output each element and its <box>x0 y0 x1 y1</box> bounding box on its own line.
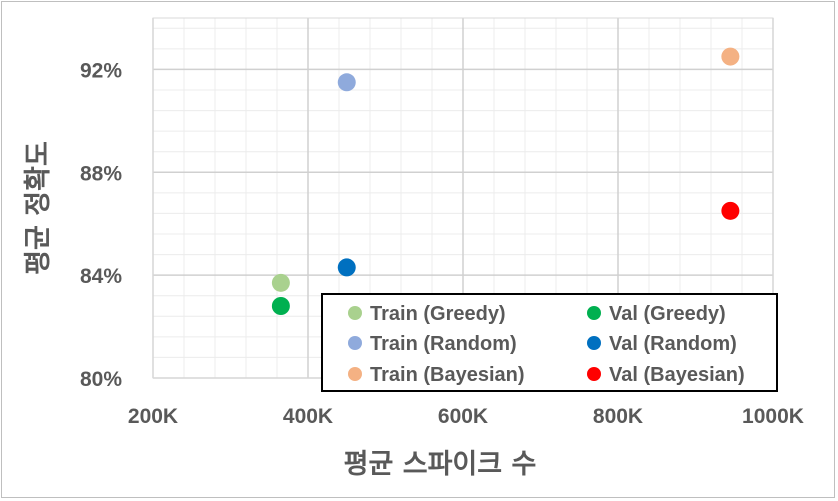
data-points <box>271 47 740 315</box>
legend-marker <box>348 336 362 350</box>
data-point <box>337 73 356 92</box>
legend-marker <box>348 367 362 381</box>
legend-marker <box>587 336 601 350</box>
y-tick-label: 84% <box>80 265 122 288</box>
y-axis-title: 평균 정확도 <box>23 141 54 275</box>
data-point <box>721 201 740 220</box>
x-axis-title: 평균 스파이크 수 <box>344 449 537 480</box>
x-tick-label: 800K <box>593 405 643 428</box>
legend-box <box>321 293 778 392</box>
y-tick-label: 92% <box>80 59 122 82</box>
y-tick-labels: 80% 84% 88% 92% <box>80 59 122 391</box>
legend-marker <box>348 306 362 320</box>
x-tick-labels: 200K 400K 600K 800K 1000K <box>128 405 804 428</box>
legend-label: Train (Random) <box>370 333 517 355</box>
legend-label: Val (Random) <box>609 333 737 355</box>
data-point <box>337 258 356 277</box>
data-point <box>271 297 290 315</box>
x-tick-label: 200K <box>128 405 178 428</box>
legend-label: Train (Greedy) <box>370 303 506 325</box>
data-point <box>721 47 740 66</box>
x-tick-label: 400K <box>283 405 333 428</box>
x-tick-label: 600K <box>438 405 488 428</box>
legend-label: Val (Bayesian) <box>609 364 745 386</box>
legend-marker <box>587 306 601 320</box>
x-tick-label: 1000K <box>742 405 804 428</box>
data-point <box>271 273 290 292</box>
legend-label: Train (Bayesian) <box>370 364 525 386</box>
y-tick-label: 88% <box>80 162 122 185</box>
legend: Train (Greedy) Train (Random) Train (Bayes… <box>321 293 778 392</box>
y-tick-label: 80% <box>80 368 122 391</box>
legend-label: Val (Greedy) <box>609 303 726 325</box>
legend-marker <box>587 367 601 381</box>
